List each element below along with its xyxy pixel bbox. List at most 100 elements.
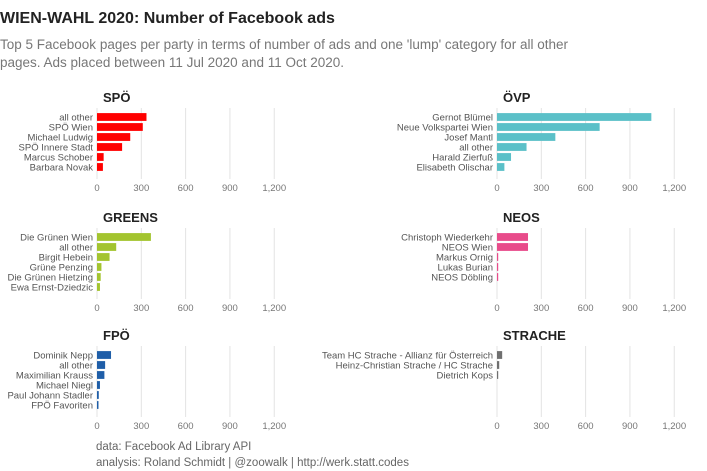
x-tick-label: 1,200: [662, 183, 686, 194]
x-tick-label: 600: [178, 303, 194, 314]
x-tick-label: 300: [133, 421, 149, 432]
category-label: Josef Mantl: [444, 133, 493, 144]
bar: [97, 163, 103, 171]
category-label: all other: [59, 113, 93, 124]
x-tick-label: 1,200: [262, 303, 286, 314]
bar: [497, 163, 505, 171]
category-label: Neue Volkspartei Wien: [397, 123, 493, 134]
x-tick-label: 900: [222, 303, 238, 314]
chart-title: WIEN-WAHL 2020: Number of Facebook ads: [0, 10, 335, 27]
bar: [497, 263, 499, 271]
bar: [97, 401, 99, 409]
category-label: Michael Niegl: [36, 381, 93, 392]
x-tick-label: 0: [94, 183, 99, 194]
x-tick-label: 900: [222, 183, 238, 194]
category-label: Die Grünen Hietzing: [7, 273, 93, 284]
x-tick-label: 600: [178, 183, 194, 194]
x-tick-label: 300: [133, 183, 149, 194]
x-tick-label: 0: [494, 421, 499, 432]
bar: [97, 283, 100, 291]
panel-title: GREENS: [103, 210, 158, 225]
category-label: Michael Ludwig: [28, 133, 93, 144]
bar: [97, 263, 102, 271]
x-tick-label: 900: [622, 183, 638, 194]
bar: [497, 361, 500, 369]
category-label: NEOS Wien: [442, 243, 493, 254]
panel-title: FPÖ: [103, 328, 130, 343]
x-tick-label: 0: [494, 183, 499, 194]
x-tick-label: 300: [133, 303, 149, 314]
x-tick-label: 900: [222, 421, 238, 432]
category-label: Die Grünen Wien: [20, 233, 93, 244]
bar: [497, 253, 499, 261]
panel-title: NEOS: [503, 210, 540, 225]
bar: [497, 113, 652, 121]
x-tick-label: 900: [622, 303, 638, 314]
category-label: NEOS Döbling: [431, 273, 493, 284]
x-tick-label: 600: [578, 303, 594, 314]
category-label: Dominik Nepp: [33, 351, 93, 362]
x-tick-label: 300: [533, 421, 549, 432]
x-tick-label: 600: [578, 183, 594, 194]
bar: [497, 243, 529, 251]
bar: [97, 273, 101, 281]
chart-subtitle-line1: Top 5 Facebook pages per party in terms …: [0, 37, 568, 52]
bar: [97, 371, 105, 379]
category-label: Harald Zierfuß: [432, 153, 493, 164]
analysis-caption: analysis: Roland Schmidt | @zoowalk | ht…: [96, 457, 409, 469]
bar: [97, 123, 143, 131]
category-label: Markus Ornig: [436, 253, 493, 264]
bar: [97, 153, 104, 161]
x-tick-label: 600: [178, 421, 194, 432]
category-label: Elisabeth Olischar: [416, 163, 493, 174]
category-label: SPÖ Innere Stadt: [19, 143, 94, 154]
x-tick-label: 0: [94, 421, 99, 432]
panel-title: SPÖ: [103, 90, 130, 105]
category-label: Christoph Wiederkehr: [401, 233, 493, 244]
category-label: Grüne Penzing: [30, 263, 93, 274]
category-label: all other: [459, 143, 493, 154]
category-label: Gernot Blümel: [432, 113, 493, 124]
x-tick-label: 1,200: [662, 303, 686, 314]
x-tick-label: 300: [533, 183, 549, 194]
bar: [497, 153, 512, 161]
bar: [97, 243, 117, 251]
panel-title: ÖVP: [503, 90, 531, 105]
x-tick-label: 0: [494, 303, 499, 314]
bar: [97, 143, 123, 151]
bar: [97, 233, 151, 241]
bar: [97, 361, 106, 369]
panel-strache: STRACHE 0 300 600 900 1,200 Team HC Strache - …: [322, 328, 686, 432]
panel-title: STRACHE: [503, 328, 566, 343]
category-label: Lukas Burian: [438, 263, 493, 274]
category-label: Paul Johann Stadler: [7, 391, 93, 402]
bar: [97, 113, 147, 121]
x-tick-label: 1,200: [262, 421, 286, 432]
category-label: FPÖ Favoriten: [31, 401, 93, 412]
bar: [497, 233, 529, 241]
bar: [497, 371, 499, 379]
bar: [497, 273, 499, 281]
x-tick-label: 1,200: [662, 421, 686, 432]
category-label: Maximilian Krauss: [16, 371, 93, 382]
bar: [497, 351, 503, 359]
category-label: Dietrich Kops: [437, 371, 494, 382]
category-label: all other: [59, 361, 93, 372]
x-tick-label: 300: [533, 303, 549, 314]
bar: [497, 133, 556, 141]
x-tick-label: 1,200: [262, 183, 286, 194]
bar: [97, 253, 110, 261]
bar: [97, 133, 131, 141]
x-tick-label: 600: [578, 421, 594, 432]
panel-greens: GREENS 0 300 600 900 1,200 Die Grünen Wienall …: [7, 210, 286, 314]
bar: [97, 391, 99, 399]
category-label: Barbara Novak: [30, 163, 94, 174]
category-label: Ewa Ernst-Dziedzic: [11, 283, 94, 294]
category-label: all other: [59, 243, 93, 254]
bar: [497, 143, 527, 151]
bar: [97, 381, 100, 389]
